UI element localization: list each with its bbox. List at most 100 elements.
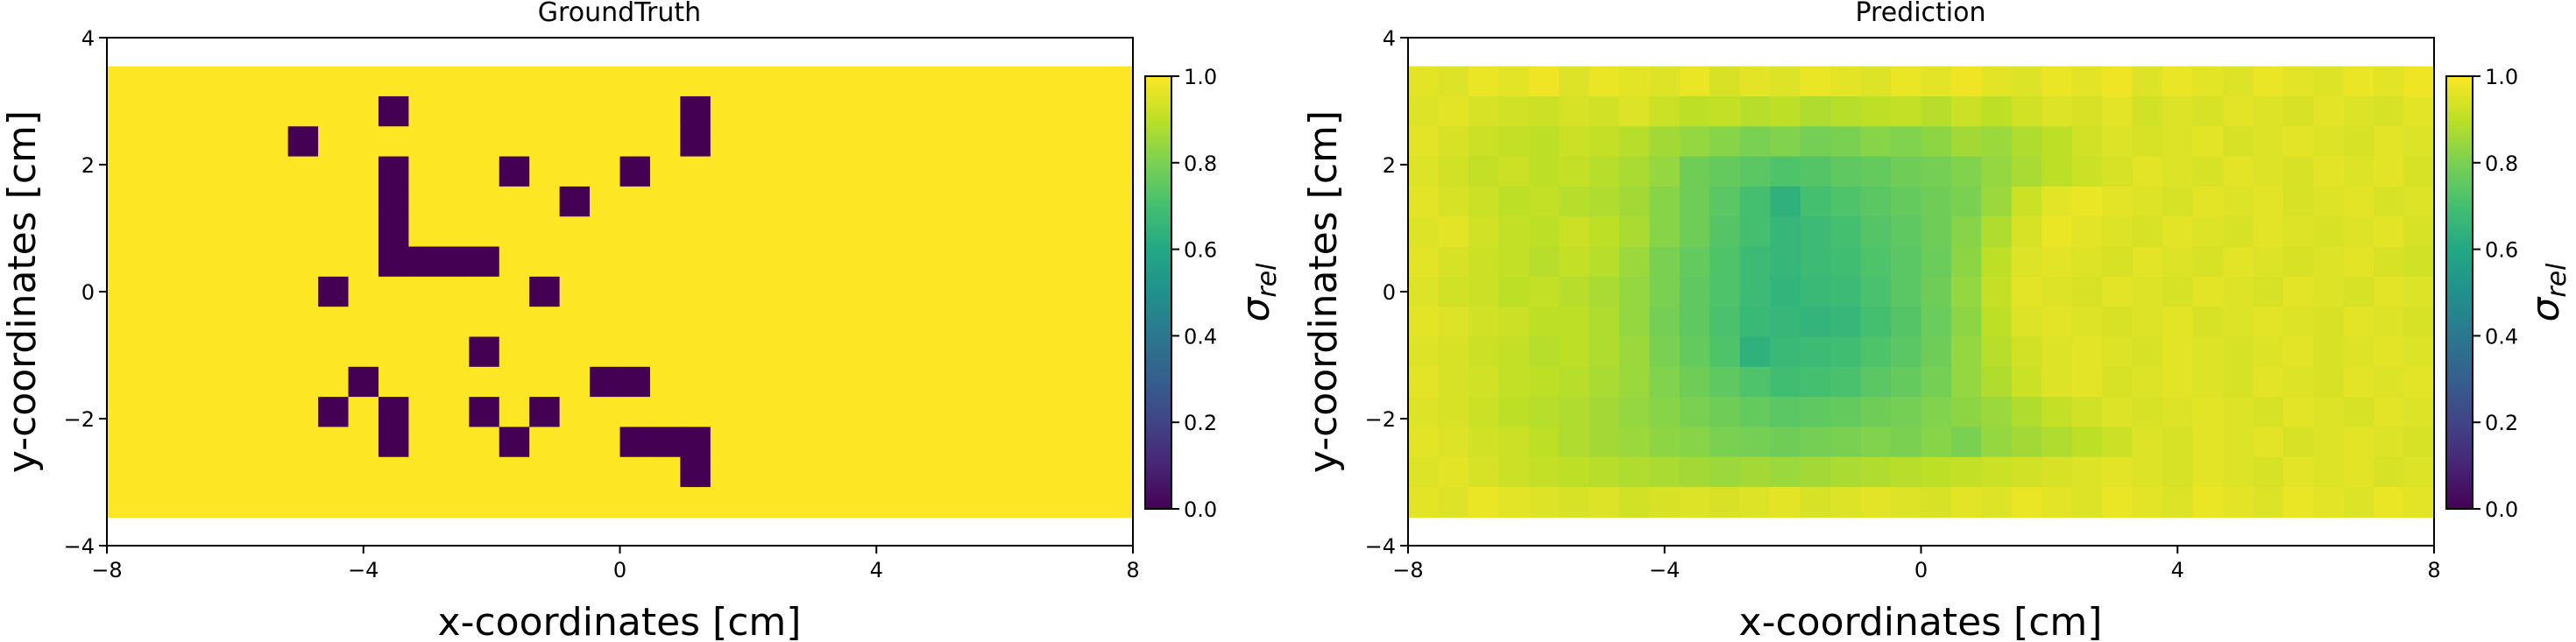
heatmap-cell [2042,456,2073,488]
heatmap-cell [1709,487,1741,518]
heatmap-cell [166,397,198,428]
heatmap-cell [981,216,1013,248]
y-axis-label: y-coordinates [cm] [0,110,45,473]
heatmap-cell [770,216,802,248]
heatmap-cell [801,66,832,97]
heatmap-cell [1559,276,1590,307]
heatmap-cell [1042,397,1073,428]
heatmap-cell [1709,336,1741,368]
heatmap-cell [1072,397,1104,428]
heatmap-cell [619,487,651,518]
heatmap-cell [1800,427,1831,458]
colorbar-label: σrel [2523,263,2572,322]
heatmap-cell [2011,427,2042,458]
title: Prediction [1855,0,1985,28]
heatmap-cell [1012,427,1044,458]
heatmap-cell [2403,366,2435,398]
heatmap-cell [1739,126,1771,158]
heatmap-cell [2192,186,2224,217]
heatmap-cell [378,276,410,307]
heatmap-cells [107,66,1134,518]
heatmap-cell [137,126,168,158]
heatmap-cell [1830,216,1862,248]
heatmap-cell [952,456,983,488]
heatmap-cell [559,456,591,488]
heatmap-cell [469,95,500,127]
colorbar-tick-label: 0.0 [1184,497,1217,522]
heatmap-cell [891,156,923,187]
heatmap-cell [649,216,681,248]
heatmap-cell [287,366,319,398]
y-tick-label: −2 [64,407,95,432]
heatmap-cell [619,246,651,278]
heatmap-cell [1709,216,1741,248]
heatmap-cell [2222,186,2254,217]
heatmap-cell [408,216,440,248]
colorbar-tick-label: 0.4 [1184,324,1217,349]
colorbar-tick-label: 0.4 [2485,324,2518,349]
heatmap-cell [1438,307,1469,338]
heatmap-cell [2192,95,2224,127]
heatmap-cell [649,366,681,398]
heatmap-cell [1709,156,1741,187]
heatmap-cell [107,66,138,97]
heatmap-cell [559,487,591,518]
heatmap-cell [1102,186,1134,217]
colorbar-tick-label: 0.8 [1184,152,1217,176]
heatmap-cell [1498,307,1530,338]
heatmap-cell [408,246,440,278]
heatmap-cell [1408,456,1440,488]
heatmap-cell [1438,95,1469,127]
colorbar-tick-label: 1.0 [2485,65,2518,89]
heatmap-cell [981,366,1013,398]
heatmap-cell [1012,487,1044,518]
heatmap-cell [2343,456,2374,488]
heatmap-cell [166,487,198,518]
heatmap-cell [438,156,470,187]
heatmap-cell [1830,307,1862,338]
heatmap-cell [1559,456,1590,488]
heatmap-cell [1498,66,1530,97]
heatmap-cell [1072,427,1104,458]
heatmap-cell [1830,397,1862,428]
heatmap-cell [1012,216,1044,248]
heatmap-cell [1012,186,1044,217]
heatmap-cell [2253,366,2284,398]
heatmap-cell [378,427,410,458]
heatmap-cell [438,487,470,518]
heatmap-cell [438,336,470,368]
heatmap-cell [499,427,530,458]
heatmap-cell [590,336,621,368]
heatmap-cells [1408,66,2435,518]
heatmap-cell [1679,427,1711,458]
heatmap-cell [2253,427,2284,458]
heatmap-cell [1921,66,1952,97]
heatmap-cell [831,336,862,368]
heatmap-cell [2403,156,2435,187]
heatmap-cell [710,276,741,307]
heatmap-cell [680,95,711,127]
heatmap-cell [1559,427,1590,458]
heatmap-cell [1709,276,1741,307]
heatmap-cell [1891,126,1922,158]
heatmap-cell [408,487,440,518]
heatmap-cell [1589,216,1620,248]
heatmap-cell [590,397,621,428]
heatmap-cell [1770,66,1801,97]
heatmap-cell [2011,156,2042,187]
heatmap-cell [137,246,168,278]
heatmap-cell [559,156,591,187]
heatmap-cell [1649,456,1681,488]
heatmap-cell [2222,427,2254,458]
heatmap-cell [227,336,258,368]
heatmap-cell [891,456,923,488]
heatmap-cell [2011,307,2042,338]
heatmap-cell [1739,186,1771,217]
heatmap-cell [861,336,893,368]
heatmap-cell [1408,246,1440,278]
heatmap-cell [197,276,229,307]
heatmap-cell [1950,126,1982,158]
heatmap-cell [1921,216,1952,248]
heatmap-cell [2071,427,2103,458]
heatmap-cell [861,397,893,428]
